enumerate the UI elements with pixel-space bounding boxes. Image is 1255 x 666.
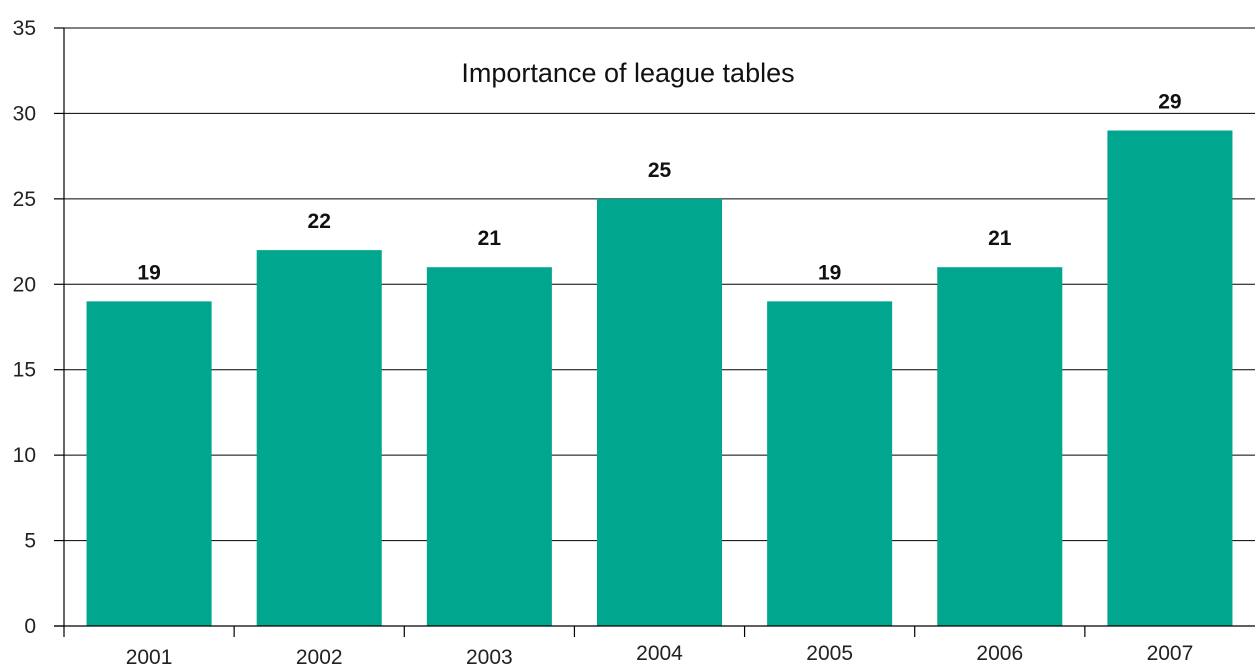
bar-2007 (1107, 130, 1233, 626)
y-tick-label-15: 15 (13, 359, 36, 382)
bars (86, 130, 1233, 626)
x-tick-label-2001: 2001 (126, 646, 173, 666)
data-label-2007: 29 (1158, 91, 1181, 114)
y-tick-label-5: 5 (24, 530, 36, 553)
y-tick-label-10: 10 (13, 444, 36, 467)
data-label-2003: 21 (478, 227, 502, 250)
data-label-2001: 19 (137, 261, 160, 284)
y-tick-label-25: 25 (13, 188, 36, 211)
bar-2006 (937, 267, 1063, 626)
y-tick-label-0: 0 (24, 615, 36, 638)
x-tick-label-2004: 2004 (636, 642, 683, 665)
x-tick-label-2002: 2002 (296, 646, 343, 666)
data-label-2006: 21 (988, 227, 1012, 250)
bar-2002 (256, 250, 382, 626)
bar-2001 (86, 301, 212, 626)
y-tick-label-30: 30 (13, 102, 36, 125)
chart-title: Importance of league tables (461, 58, 794, 88)
x-tick-label-2005: 2005 (806, 642, 853, 665)
data-label-2002: 22 (308, 210, 331, 233)
data-label-2004: 25 (648, 159, 672, 182)
bar-2004 (596, 198, 723, 626)
bar-2003 (426, 267, 552, 626)
tick-labels: 0 5 10 15 20 25 30 35 2001 2002 2003 2004 2005 2006 20… (13, 17, 1194, 666)
axes (54, 27, 1255, 637)
x-tick-label-2007: 2007 (1147, 642, 1194, 665)
x-tick-label-2003: 2003 (466, 646, 513, 666)
data-labels: 19 22 21 25 19 21 29 (137, 91, 1181, 285)
bar-2005 (767, 301, 893, 626)
data-label-2005: 19 (818, 261, 841, 284)
y-tick-label-20: 20 (13, 273, 36, 296)
y-tick-label-35: 35 (13, 17, 36, 40)
x-tick-label-2006: 2006 (976, 642, 1023, 665)
